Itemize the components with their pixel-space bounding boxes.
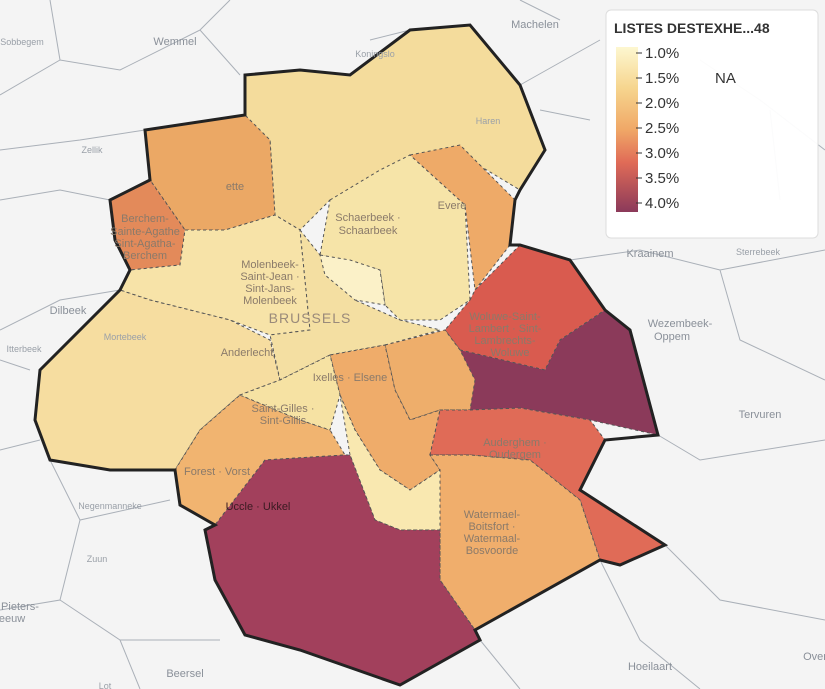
place-label: Koningslo: [355, 49, 395, 59]
legend-tick-label: 1.0%: [645, 45, 679, 62]
place-label: Negenmanneke: [78, 501, 142, 511]
commune-label: Woluwe: [491, 347, 530, 359]
legend-na: NA: [715, 70, 736, 87]
place-label: Oppem: [654, 331, 690, 343]
place-label: Pieters-: [1, 601, 39, 613]
place-label: Lot: [99, 681, 112, 689]
place-label: Zuun: [87, 554, 108, 564]
woluwe-saint-lambert: [444, 244, 606, 371]
communes: [34, 24, 667, 686]
place-label: eeuw: [0, 613, 25, 625]
place-label: Wemmel: [153, 36, 196, 48]
commune-label: Boitsfort ·: [468, 521, 515, 533]
place-label: Machelen: [511, 19, 559, 31]
place-label: Tervuren: [739, 409, 782, 421]
place-label: Beersel: [166, 668, 203, 680]
legend-tick-label: 3.5%: [645, 170, 679, 187]
region-outline: [33, 23, 669, 687]
commune-label: Oudergem: [489, 449, 541, 461]
legend-colorbar: [616, 47, 638, 212]
place-label: Hoeilaart: [628, 661, 672, 673]
legend-tick-label: 1.5%: [645, 70, 679, 87]
legend-box: [605, 9, 819, 239]
place-label: Dilbeek: [50, 305, 87, 317]
place-label: Sterrebeek: [736, 247, 781, 257]
commune-label: Watermael-: [464, 509, 521, 521]
legend-tick-label: 2.0%: [645, 95, 679, 112]
commune-label: Forest · Vorst: [184, 466, 250, 478]
legend: LISTES DESTEXHE...48 1.0% 1.5% 2.0% 2.5% 3.0…: [605, 9, 819, 239]
place-label: Sobbegem: [0, 37, 44, 47]
outside-labels: Machelen Wemmel Sobbegem Koningslo Zelli…: [0, 19, 825, 689]
molenbeek: [119, 214, 311, 336]
commune-label: Uccle · Ukkel: [226, 501, 291, 513]
commune-label: Saint-Gilles ·: [252, 403, 315, 415]
commune-label: Schaerbeek ·: [335, 212, 400, 224]
legend-title: LISTES DESTEXHE...48: [614, 20, 770, 36]
commune-label: Sint-Jans-: [245, 283, 295, 295]
legend-tick-label: 2.5%: [645, 120, 679, 137]
commune-label: Molenbeek: [243, 295, 297, 307]
commune-label: Bosvoorde: [466, 545, 519, 557]
saint-josse: [319, 254, 386, 306]
uccle: [204, 454, 481, 686]
commune-label: Sint-Agatha-: [114, 238, 175, 250]
auderghem: [429, 407, 667, 566]
commune-label: Berchem-: [121, 213, 169, 225]
place-label: Zellik: [81, 145, 103, 155]
commune-labels: Haren Evere ette Berchem- Sainte-Agathe …: [104, 116, 547, 557]
commune-label: Haren: [476, 116, 501, 126]
place-label: Kraainem: [626, 248, 673, 260]
commune-label: Sint-Gillis: [260, 415, 307, 427]
commune-label: Evere: [438, 200, 467, 212]
commune-label: Lambrechts-: [474, 335, 535, 347]
commune-label: Watermaal-: [464, 533, 521, 545]
commune-label: Auderghem ·: [483, 437, 547, 449]
commune-label: Saint-Jean ·: [240, 271, 299, 283]
legend-tick-label: 4.0%: [645, 195, 679, 212]
commune-label: Sainte-Agathe: [110, 226, 180, 238]
place-label: Itterbeek: [6, 344, 42, 354]
commune-label: Lambert · Sint-: [469, 323, 542, 335]
commune-label: Berchem: [123, 250, 167, 262]
legend-tick-label: 3.0%: [645, 145, 679, 162]
commune-label: Anderlecht: [221, 347, 274, 359]
place-label: Wezembeek-: [648, 318, 713, 330]
commune-label: Molenbeek-: [241, 259, 299, 271]
commune-label: Woluwe-Saint-: [469, 311, 541, 323]
commune-label: Mortebeek: [104, 332, 147, 342]
place-label: Over: [803, 651, 825, 663]
commune-label: Schaarbeek: [339, 225, 398, 237]
commune-label: Ixelles · Elsene: [313, 372, 388, 384]
city-label: BRUSSELS: [269, 310, 352, 326]
commune-label: ette: [226, 181, 244, 193]
